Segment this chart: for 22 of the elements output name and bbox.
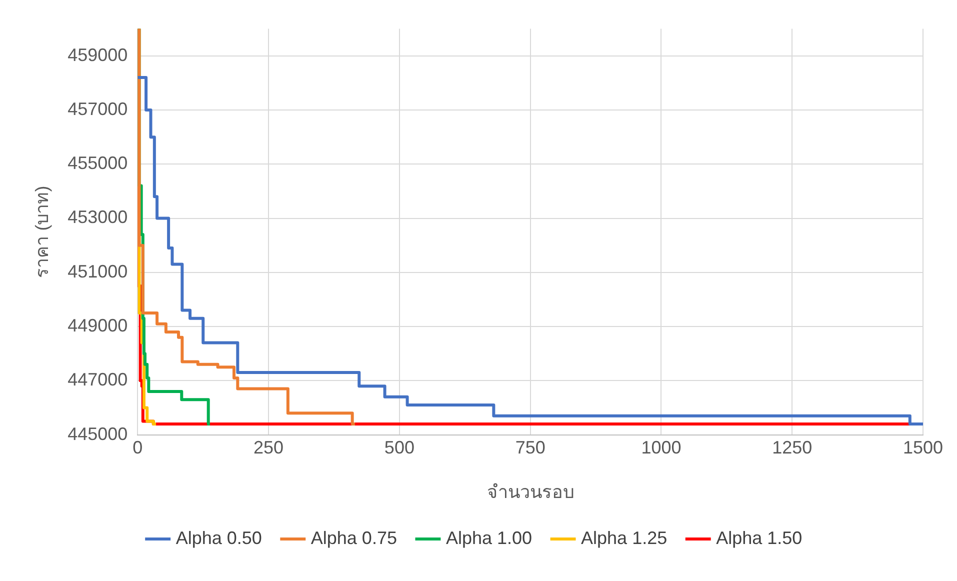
y-axis-title: ราคา (บาท) [32,186,52,278]
x-tick-label: 1250 [772,438,812,458]
legend-label: Alpha 1.50 [716,528,802,548]
y-tick-label: 445000 [68,424,128,444]
y-tick-label: 453000 [68,207,128,228]
y-tick-label: 455000 [68,153,128,174]
x-tick-label: 500 [384,438,414,458]
x-tick-label: 1500 [902,438,944,458]
legend-label: Alpha 1.25 [581,528,668,548]
y-tick-label: 449000 [68,316,128,336]
legend-label: Alpha 1.00 [446,528,532,548]
x-tick-label: 250 [254,438,284,458]
x-axis-title: จำนวนรอบ [486,482,574,502]
x-tick-label: 1000 [641,438,682,458]
y-tick-label: 451000 [68,261,128,282]
x-tick-label: 750 [515,438,546,458]
y-tick-label: 447000 [68,370,128,390]
y-tick-label: 457000 [68,98,128,119]
x-tick-label: 0 [132,438,143,458]
y-tick-label: 459000 [68,44,128,65]
legend-label: Alpha 0.75 [310,528,397,548]
legend-label: Alpha 0.50 [176,528,262,548]
